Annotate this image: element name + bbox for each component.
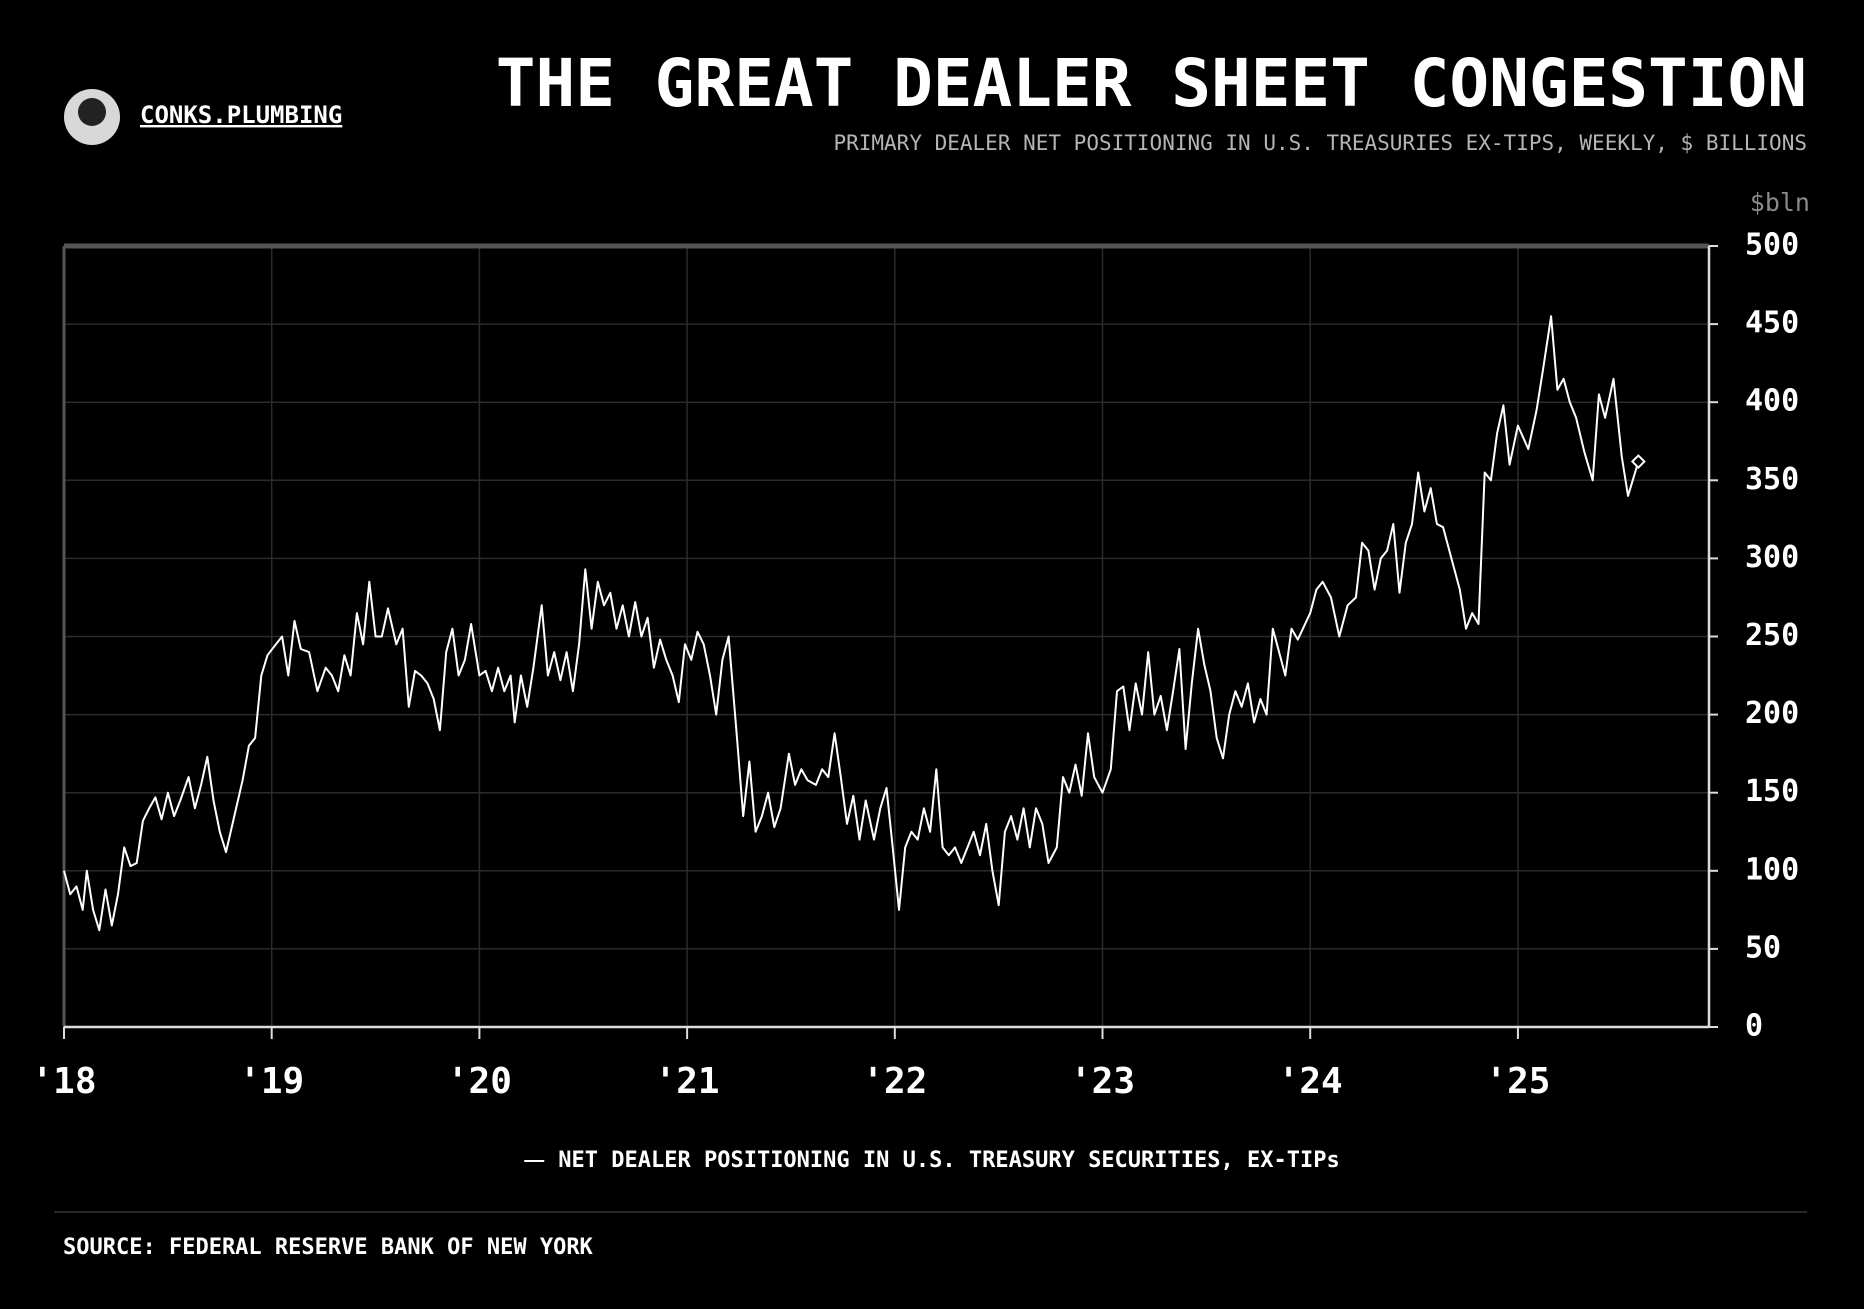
x-tick-label: '19 <box>239 1061 304 1102</box>
logo-figure <box>78 98 106 126</box>
line <box>63 315 1640 932</box>
x-tick-label: '25 <box>1485 1061 1550 1102</box>
y-tick-label: 500 <box>1745 228 1799 263</box>
y-tick-label: 100 <box>1745 852 1799 887</box>
y-tick-label: 0 <box>1745 1009 1763 1044</box>
y-tick-label: 50 <box>1745 930 1781 965</box>
y-tick-label: 250 <box>1745 618 1799 653</box>
y-tick-label: 150 <box>1745 774 1799 809</box>
x-tick-label: '22 <box>862 1061 927 1102</box>
y-tick-label: 400 <box>1745 384 1799 419</box>
legend-label: NET DEALER POSITIONING IN U.S. TREASURY … <box>558 1148 1339 1173</box>
x-tick-label: '24 <box>1278 1061 1343 1102</box>
last-point-marker <box>1630 454 1646 469</box>
chart-title: THE GREAT DEALER SHEET CONGESTION <box>496 45 1807 122</box>
x-tick-label: '23 <box>1070 1061 1135 1102</box>
chart-subtitle: PRIMARY DEALER NET POSITIONING IN U.S. T… <box>833 131 1807 155</box>
y-tick-label: 450 <box>1745 306 1799 341</box>
x-tick-label: '21 <box>655 1061 720 1102</box>
brand[interactable]: CONKS.PLUMBING <box>140 101 342 129</box>
source: SOURCE: FEDERAL RESERVE BANK OF NEW YORK <box>63 1235 594 1260</box>
y-tick-label: 300 <box>1745 540 1799 575</box>
y-tick-label: 350 <box>1745 462 1799 497</box>
y-unit-label: $bln <box>1750 188 1810 217</box>
x-tick-label: '18 <box>31 1061 96 1102</box>
y-tick-label: 200 <box>1745 696 1799 731</box>
x-tick-label: '20 <box>447 1061 512 1102</box>
